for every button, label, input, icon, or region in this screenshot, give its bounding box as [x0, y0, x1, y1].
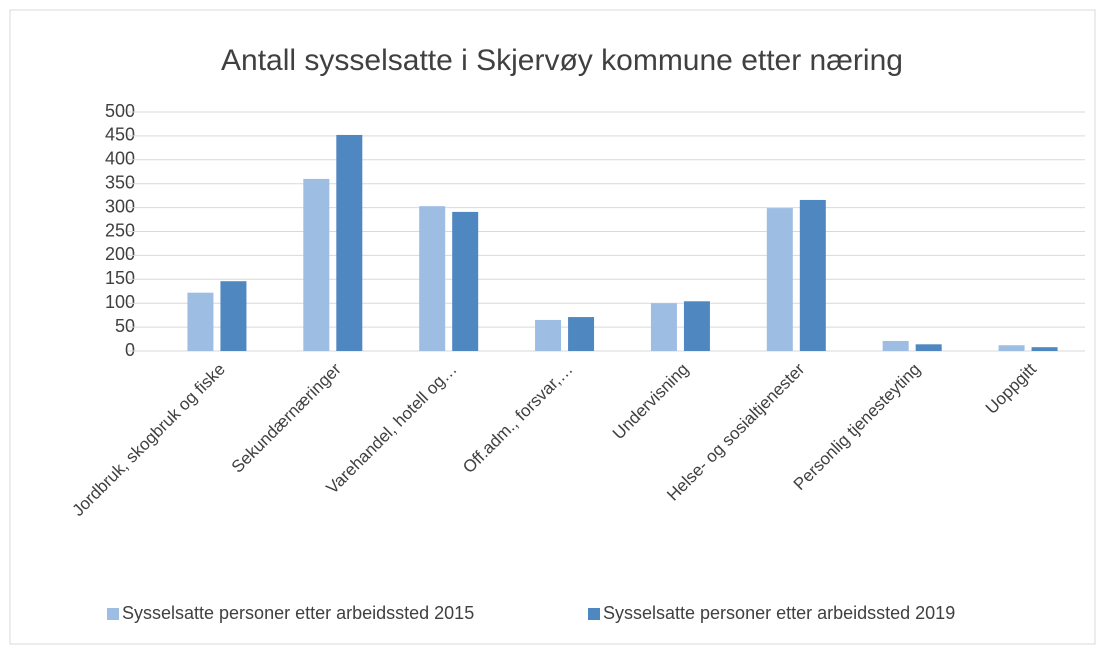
bar	[650, 303, 677, 351]
bar	[998, 345, 1025, 351]
y-tick-label: 100	[105, 292, 135, 312]
y-tick-label: 300	[105, 196, 135, 216]
bar	[799, 199, 826, 351]
y-tick-label: 450	[105, 125, 135, 145]
legend-swatch	[588, 608, 600, 620]
y-tick-label: 350	[105, 172, 135, 192]
y-tick-label: 0	[125, 340, 135, 360]
chart-title: Antall sysselsatte i Skjervøy kommune et…	[221, 44, 903, 77]
bar	[1031, 347, 1058, 351]
y-tick-label: 250	[105, 220, 135, 240]
legend-swatch	[107, 608, 119, 620]
bar	[187, 292, 214, 351]
bar	[336, 134, 363, 351]
bar	[683, 301, 710, 351]
y-tick-label: 200	[105, 244, 135, 264]
legend-label: Sysselsatte personer etter arbeidssted 2…	[122, 603, 474, 623]
bar	[452, 211, 479, 351]
bar	[220, 281, 247, 351]
bar	[882, 340, 909, 351]
y-tick-label: 150	[105, 268, 135, 288]
bar	[568, 317, 595, 351]
legend-label: Sysselsatte personer etter arbeidssted 2…	[603, 603, 955, 623]
bar	[535, 319, 562, 351]
bar	[915, 344, 942, 351]
y-tick-label: 500	[105, 101, 135, 121]
bar	[766, 208, 793, 351]
bar	[419, 206, 446, 351]
y-tick-label: 50	[115, 316, 135, 336]
bar	[303, 178, 330, 351]
y-tick-label: 400	[105, 149, 135, 169]
